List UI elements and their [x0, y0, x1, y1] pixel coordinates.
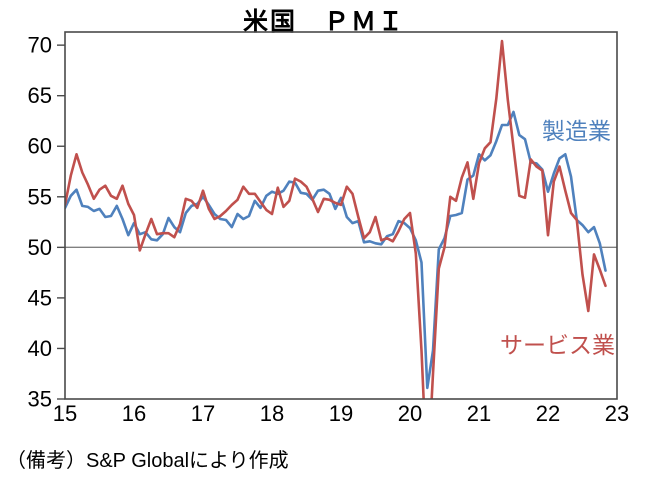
y-tick-label: 70	[28, 33, 52, 58]
y-tick-label: 65	[28, 83, 52, 108]
x-tick-label: 16	[122, 401, 146, 426]
services-series-label: サービス業	[500, 332, 615, 358]
manufacturing-line	[65, 110, 607, 390]
x-tick-label: 19	[329, 401, 353, 426]
x-tick-label: 15	[53, 401, 77, 426]
y-tick-label: 55	[28, 184, 52, 209]
y-tick-label: 35	[28, 387, 52, 412]
y-tick-label: 50	[28, 235, 52, 260]
y-tick-label: 40	[28, 336, 52, 361]
source-note: （備考）S&P Globalにより作成	[6, 450, 289, 472]
plot-frame	[64, 31, 618, 400]
services-line	[65, 39, 607, 399]
x-tick-label: 20	[398, 401, 422, 426]
x-tick-label: 17	[191, 401, 215, 426]
x-tick-label: 21	[467, 401, 491, 426]
x-tick-label: 22	[536, 401, 560, 426]
manufacturing-series-label: 製造業	[542, 118, 611, 144]
x-tick-label: 18	[260, 401, 284, 426]
x-tick-label: 23	[605, 401, 629, 426]
y-tick-label: 60	[28, 134, 52, 159]
y-tick-label: 45	[28, 285, 52, 310]
